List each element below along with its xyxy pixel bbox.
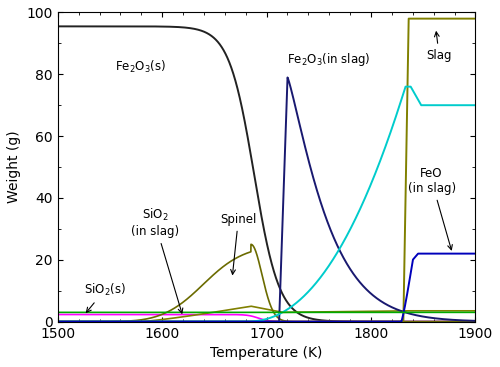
Text: Fe$_2$O$_3$(in slag): Fe$_2$O$_3$(in slag): [288, 51, 371, 68]
Text: Fe$_2$O$_3$(s): Fe$_2$O$_3$(s): [115, 59, 166, 75]
X-axis label: Temperature (K): Temperature (K): [210, 346, 323, 360]
Text: SiO$_2$(s): SiO$_2$(s): [84, 282, 126, 312]
Text: Spinel: Spinel: [220, 213, 256, 275]
Text: Slag: Slag: [426, 32, 452, 62]
Text: FeO
(in slag): FeO (in slag): [408, 167, 456, 250]
Y-axis label: Weight (g): Weight (g): [7, 131, 21, 203]
Text: SiO$_2$
(in slag): SiO$_2$ (in slag): [131, 207, 183, 313]
